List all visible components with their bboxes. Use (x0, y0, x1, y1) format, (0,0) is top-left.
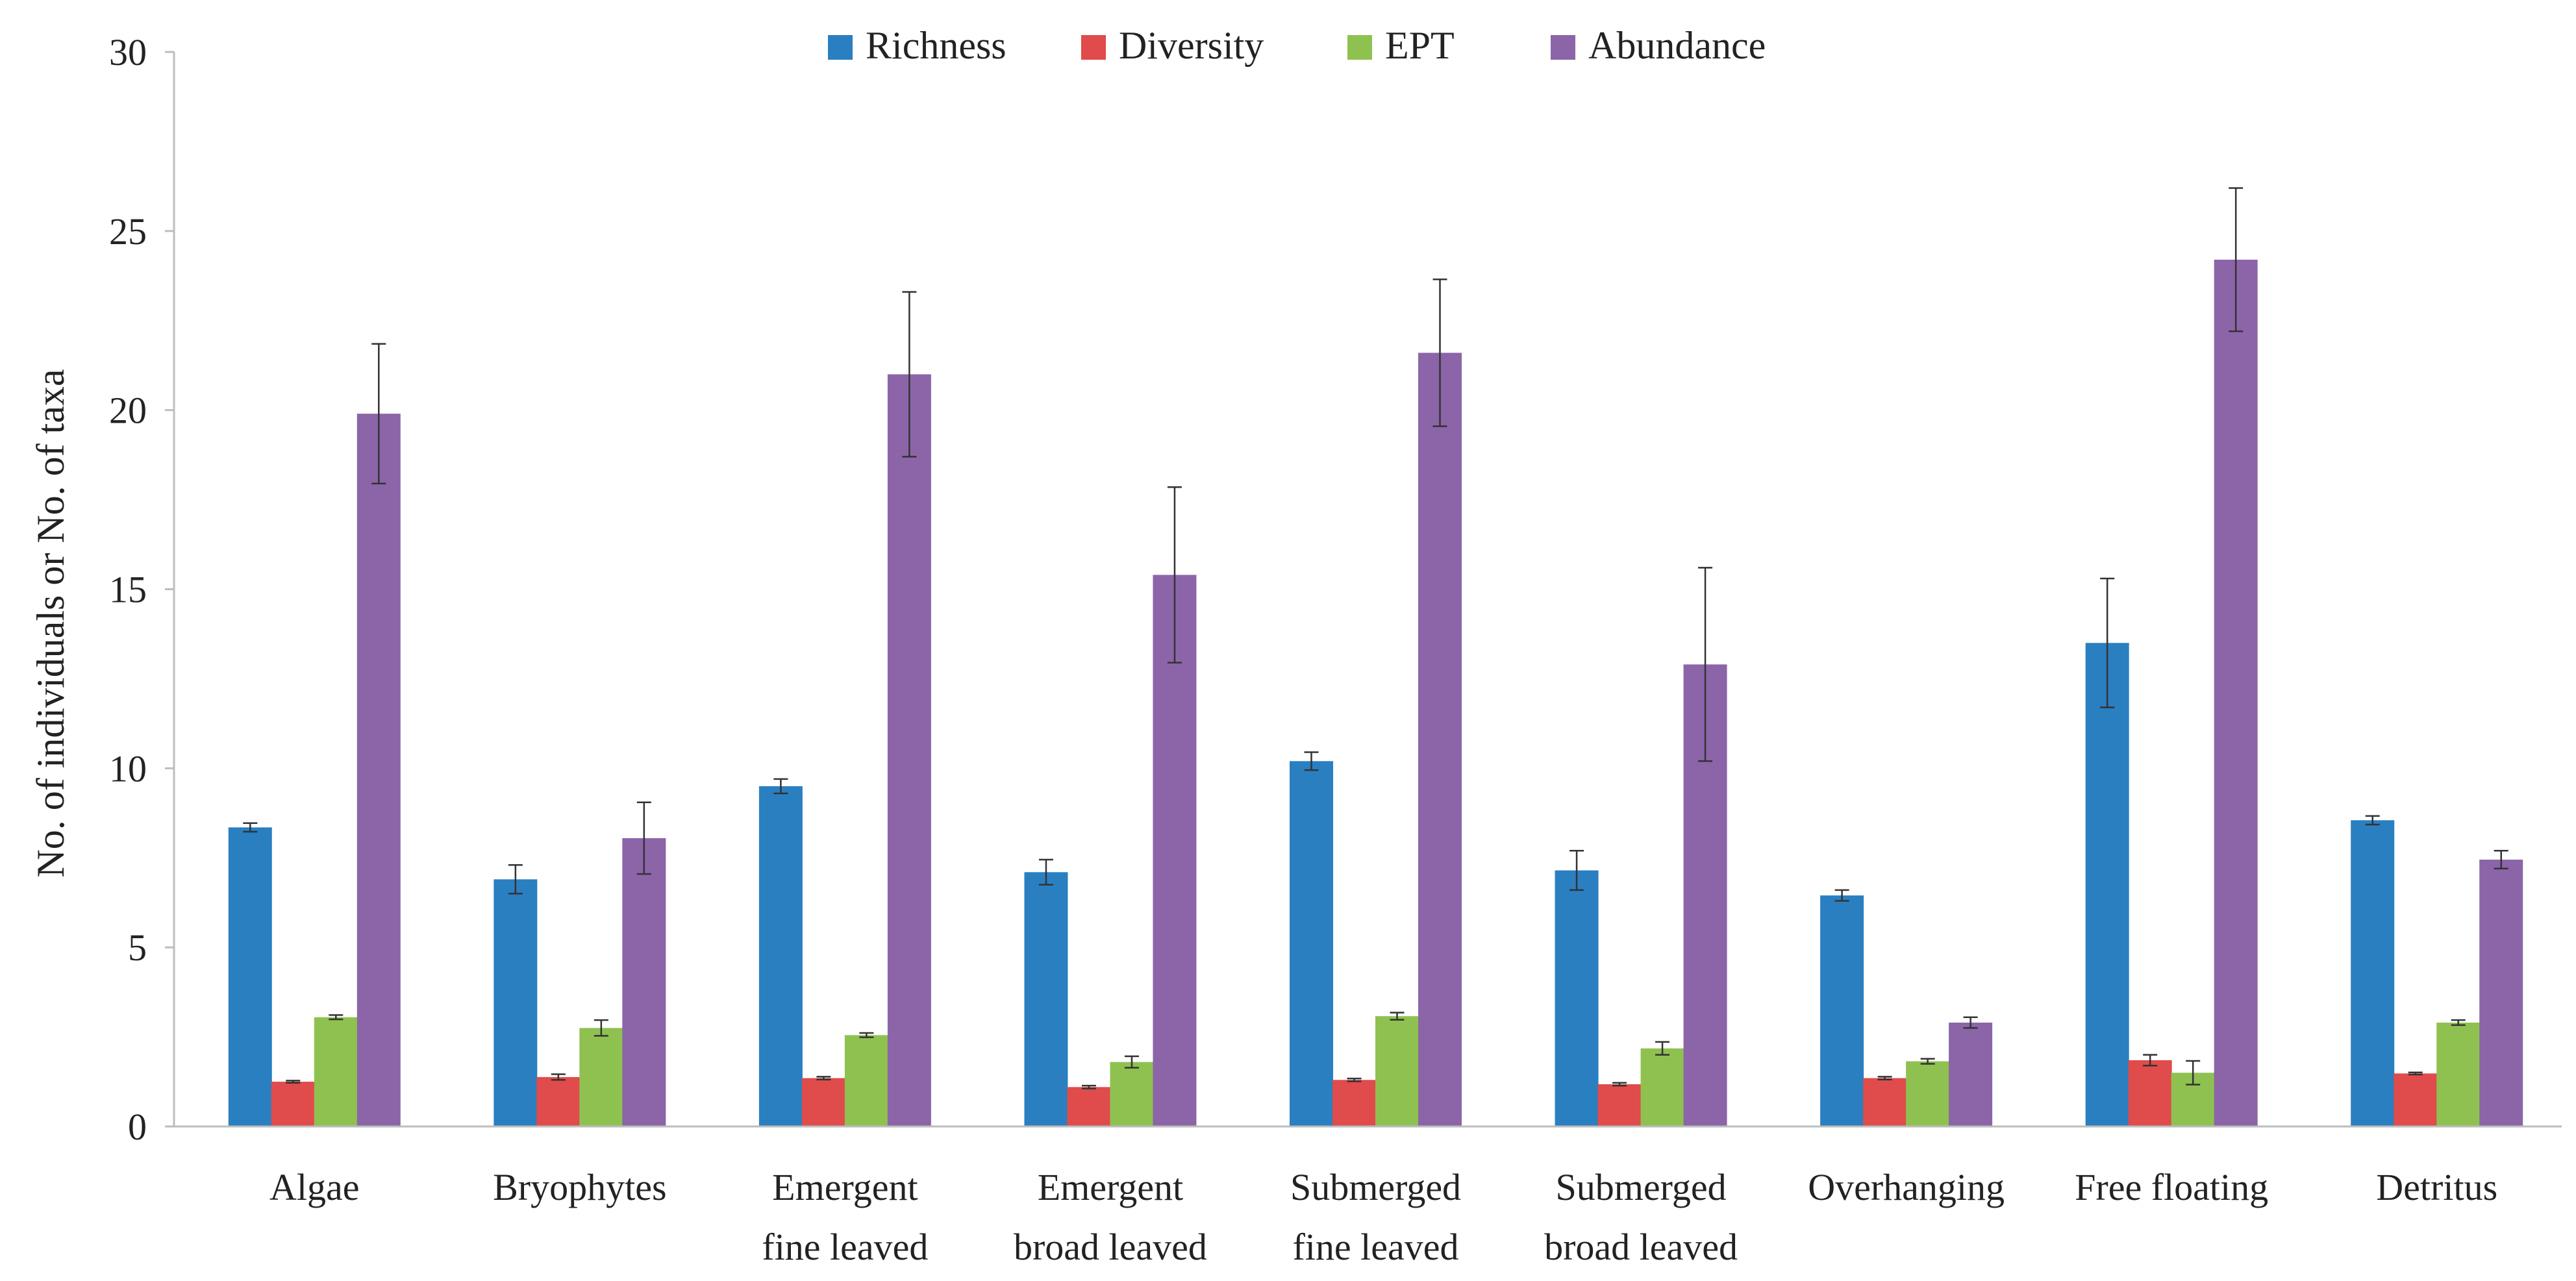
bar-abundance-1 (622, 838, 666, 1126)
legend-swatch-abundance (1551, 35, 1575, 60)
bar-diversity-0 (271, 1082, 315, 1126)
y-tick-label: 20 (109, 390, 147, 432)
x-category-label: Emergent fine leaved (762, 1166, 928, 1268)
bar-richness-2 (758, 786, 803, 1126)
x-category-label: Bryophytes (493, 1166, 666, 1208)
x-category-label-line: fine leaved (1292, 1226, 1458, 1268)
bar-ept-6 (1906, 1061, 1950, 1126)
bar-abundance-0 (356, 414, 401, 1126)
bar-ept-4 (1375, 1016, 1419, 1126)
bar-ept-0 (314, 1017, 358, 1126)
y-axis-ticks: 0 5 10 15 20 25 30 (109, 31, 174, 1148)
bars-layer (228, 259, 2523, 1126)
x-category-label-line: Bryophytes (493, 1166, 666, 1208)
bar-abundance-4 (1418, 353, 1462, 1126)
x-category-label-line: fine leaved (762, 1226, 928, 1268)
legend-label-abundance: Abundance (1588, 24, 1766, 67)
bar-ept-2 (844, 1035, 888, 1126)
bar-ept-8 (2436, 1023, 2481, 1126)
y-tick-label: 5 (128, 927, 147, 969)
legend-swatch-diversity (1081, 35, 1106, 60)
bar-abundance-6 (1949, 1023, 1993, 1126)
bar-richness-1 (494, 879, 538, 1126)
bar-abundance-8 (2479, 860, 2523, 1126)
legend-swatch-ept (1347, 35, 1372, 60)
bar-richness-5 (1555, 870, 1599, 1126)
x-category-label: Free floating (2075, 1166, 2268, 1208)
bar-diversity-7 (2128, 1060, 2172, 1126)
legend-label-ept: EPT (1385, 24, 1455, 67)
x-category-label-line: Algae (269, 1166, 360, 1208)
bar-ept-1 (579, 1028, 623, 1126)
bar-abundance-3 (1153, 575, 1197, 1126)
legend: Richness Diversity EPT Abundance (828, 24, 1766, 67)
x-category-label: Emergent broad leaved (1014, 1166, 1207, 1268)
y-tick-label: 10 (109, 747, 147, 790)
bar-ept-5 (1640, 1048, 1684, 1126)
bar-abundance-2 (887, 374, 931, 1126)
y-tick-label: 30 (109, 31, 147, 73)
x-category-label: Submerged fine leaved (1290, 1166, 1461, 1268)
x-category-label-line: broad leaved (1544, 1226, 1738, 1268)
bar-diversity-6 (1863, 1078, 1907, 1126)
bar-richness-0 (228, 827, 272, 1126)
bar-diversity-3 (1067, 1087, 1111, 1126)
bar-diversity-5 (1597, 1084, 1642, 1126)
bar-richness-8 (2351, 820, 2395, 1126)
bar-diversity-2 (801, 1078, 845, 1126)
bar-diversity-1 (536, 1076, 581, 1126)
x-category-label-line: Free floating (2075, 1166, 2268, 1208)
bar-richness-7 (2085, 643, 2129, 1126)
bar-richness-3 (1024, 872, 1068, 1126)
x-axis-category-labels: Algae Bryophytes Emergent fine leavedEmerge… (269, 1166, 2497, 1268)
x-category-label-line: Submerged (1290, 1166, 1461, 1208)
y-axis-title: No. of individuals or No. of taxa (29, 369, 72, 877)
x-category-label-line: Emergent (772, 1166, 918, 1208)
legend-swatch-richness (828, 35, 853, 60)
bar-diversity-8 (2394, 1073, 2438, 1126)
x-category-label-line: Detritus (2376, 1166, 2497, 1208)
y-tick-label: 0 (128, 1106, 147, 1148)
x-category-label: Overhanging (1808, 1166, 2005, 1208)
x-category-label-line: Emergent (1038, 1166, 1183, 1208)
error-bars-layer (243, 187, 2508, 1089)
bar-abundance-7 (2214, 259, 2258, 1126)
bar-ept-3 (1110, 1062, 1154, 1126)
x-category-label-line: Overhanging (1808, 1166, 2005, 1208)
y-tick-label: 15 (109, 569, 147, 611)
bar-diversity-4 (1332, 1080, 1376, 1126)
x-category-label: Submerged broad leaved (1544, 1166, 1738, 1268)
x-category-label: Algae (269, 1166, 360, 1208)
legend-label-diversity: Diversity (1119, 24, 1264, 67)
x-category-label-line: Submerged (1555, 1166, 1726, 1208)
x-category-label: Detritus (2376, 1166, 2497, 1208)
x-category-label-line: broad leaved (1014, 1226, 1207, 1268)
axes (173, 52, 2562, 1128)
bar-richness-4 (1290, 761, 1333, 1126)
y-tick-label: 25 (109, 210, 147, 253)
legend-label-richness: Richness (866, 24, 1007, 67)
bar-richness-6 (1820, 895, 1864, 1126)
